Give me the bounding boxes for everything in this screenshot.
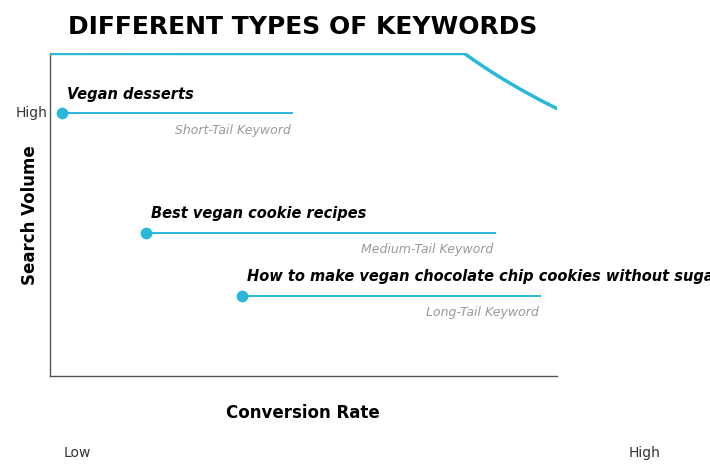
Text: Short-Tail Keyword: Short-Tail Keyword (175, 124, 290, 137)
Text: Long-Tail Keyword: Long-Tail Keyword (426, 306, 539, 319)
Text: Low: Low (64, 446, 92, 460)
Point (236, 292, 248, 299)
Y-axis label: Search Volume: Search Volume (21, 145, 38, 285)
X-axis label: Conversion Rate: Conversion Rate (226, 404, 380, 422)
Text: How to make vegan chocolate chip cookies without sugar: How to make vegan chocolate chip cookies… (247, 269, 710, 284)
Text: High: High (15, 106, 47, 120)
Text: High: High (628, 446, 660, 460)
Text: Best vegan cookie recipes: Best vegan cookie recipes (151, 206, 366, 221)
Text: Vegan desserts: Vegan desserts (67, 87, 194, 102)
Point (141, 229, 152, 237)
Text: Medium-Tail Keyword: Medium-Tail Keyword (361, 243, 493, 256)
Title: DIFFERENT TYPES OF KEYWORDS: DIFFERENT TYPES OF KEYWORDS (68, 15, 538, 39)
Point (57, 110, 68, 117)
